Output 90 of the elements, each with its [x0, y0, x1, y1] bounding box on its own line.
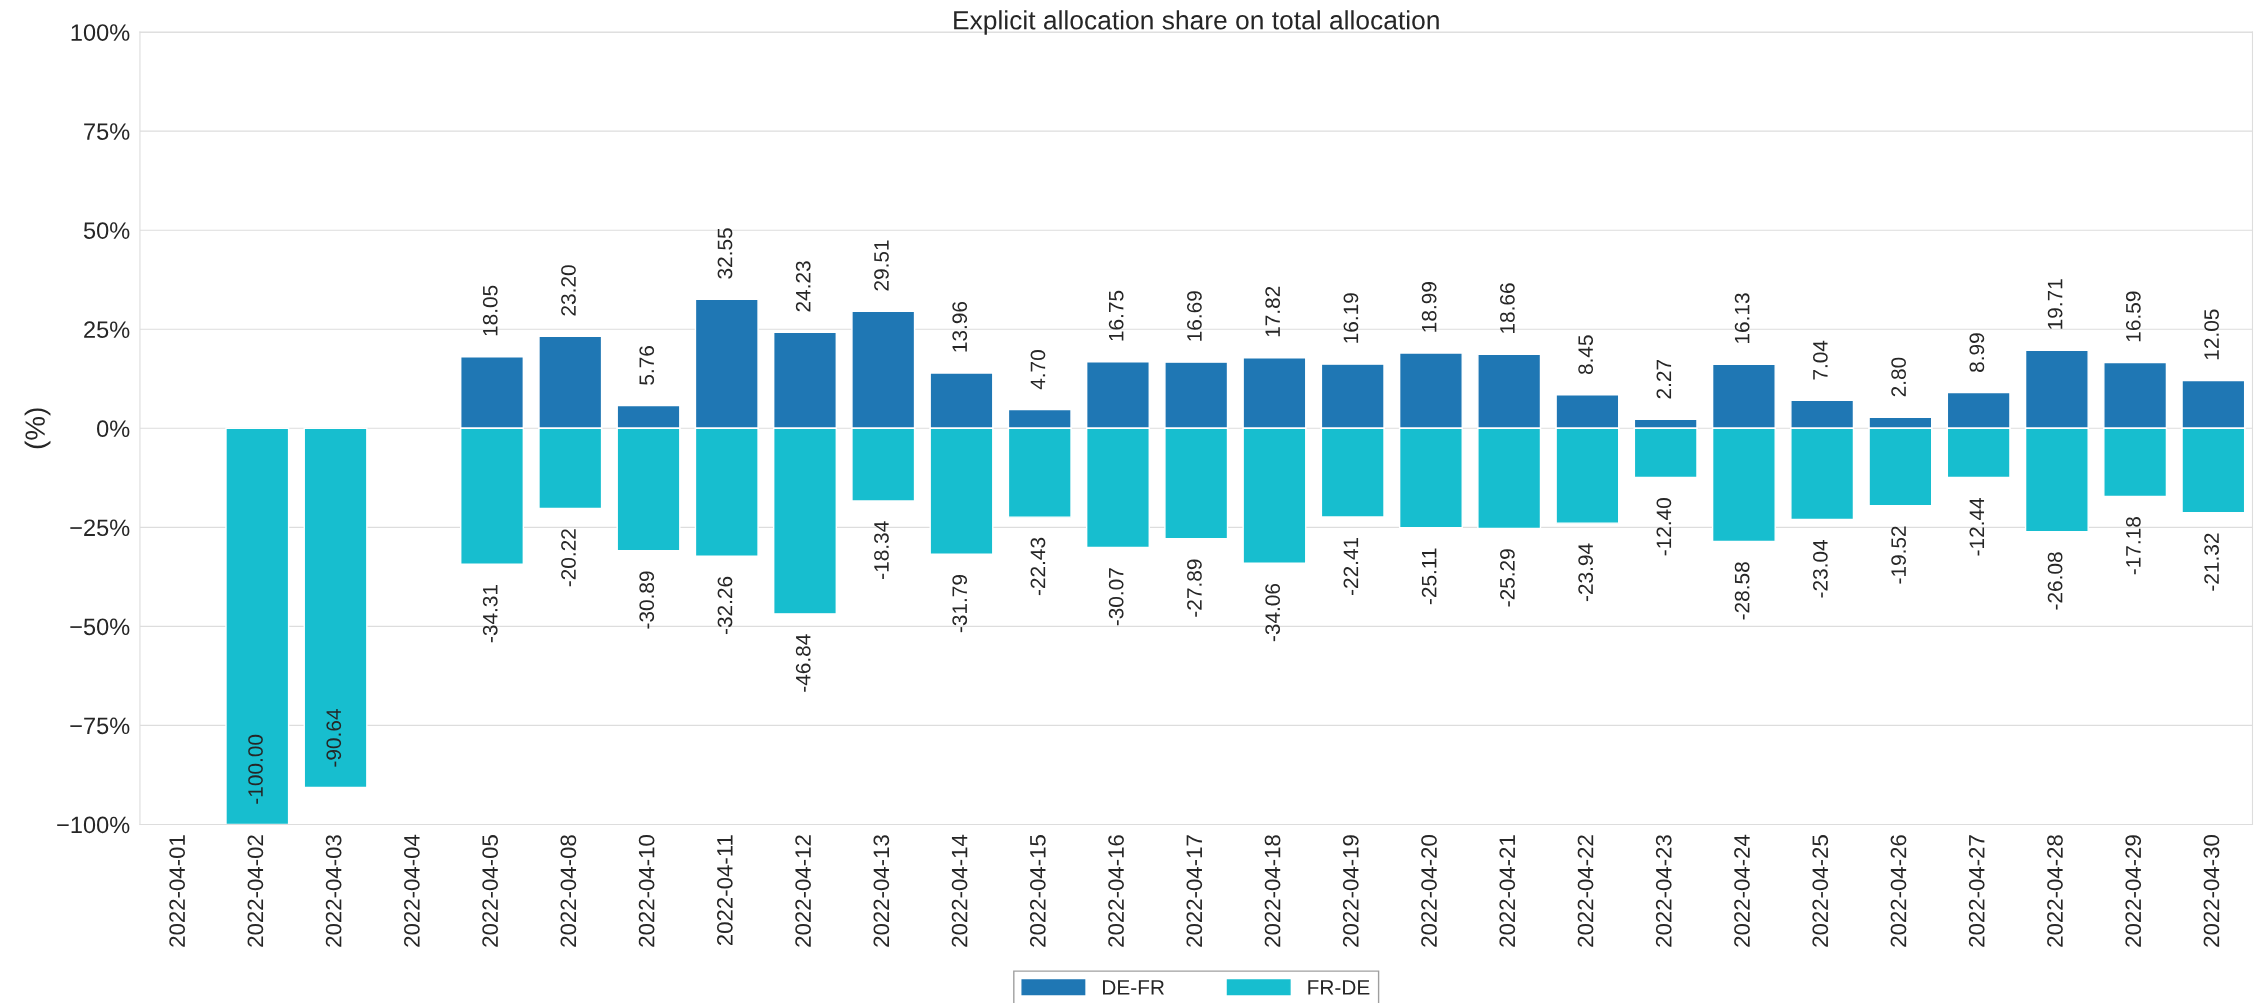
data-label: -90.64 [326, 709, 342, 767]
y-tick-label: 75% [84, 123, 130, 140]
data-label: -17.18 [2125, 517, 2141, 575]
data-label: -23.94 [1578, 543, 1594, 602]
data-label: 18.05 [482, 285, 498, 336]
x-tick-label: 2022-04-05 [482, 835, 498, 947]
data-label: -31.79 [952, 575, 968, 633]
y-tick-label: 25% [84, 321, 130, 339]
data-label: -100.00 [248, 734, 263, 804]
data-label: -34.31 [482, 585, 498, 643]
data-label: 7.04 [1812, 340, 1828, 380]
x-tick-label: 2022-04-27 [1968, 835, 1985, 947]
data-label: -25.29 [1500, 549, 1515, 607]
x-tick-label: 2022-04-13 [873, 835, 890, 947]
data-label: 8.99 [1969, 333, 1985, 372]
data-label: 2.80 [1891, 357, 1906, 397]
x-tick-label: 2022-04-02 [247, 835, 264, 947]
x-tick-label: 2022-04-24 [1734, 834, 1750, 947]
x-tick-label: 2022-04-12 [795, 835, 811, 947]
x-tick-label: 2022-04-04 [404, 834, 420, 947]
x-tick-label: 2022-04-19 [1342, 835, 1359, 947]
data-label: 24.23 [795, 261, 811, 312]
legend-label: FR-DE [1308, 980, 1370, 995]
data-label: -25.11 [1421, 548, 1437, 605]
data-label: 2.27 [1656, 359, 1672, 399]
data-label: 32.55 [717, 228, 733, 279]
y-tick-label: 100% [71, 24, 130, 41]
data-label: -26.08 [2047, 552, 2063, 610]
data-label: 5.76 [639, 346, 655, 385]
y-tick-label: 0% [97, 420, 130, 438]
data-label: -20.22 [561, 529, 576, 587]
data-label: -22.43 [1030, 537, 1046, 596]
data-label: -32.26 [717, 576, 733, 635]
data-label: 16.19 [1343, 293, 1359, 343]
data-label: 4.70 [1030, 350, 1046, 390]
chart-title: Explicit allocation share on total allocation [954, 10, 1439, 35]
x-tick-label: 2022-04-08 [560, 835, 577, 947]
x-tick-label: 2022-04-16 [1108, 835, 1124, 947]
data-label: 12.05 [2204, 309, 2219, 360]
data-label: 18.99 [1421, 282, 1437, 332]
data-label: -18.34 [874, 521, 889, 579]
data-label: -34.06 [1265, 583, 1281, 642]
x-tick-label: 2022-04-17 [1186, 835, 1203, 947]
data-label: -46.84 [795, 634, 811, 692]
y-tick-label: −25% [70, 519, 130, 537]
data-label: 16.69 [1187, 291, 1202, 341]
data-label: -30.89 [639, 571, 655, 629]
bar [225, 427, 290, 825]
data-label: 17.82 [1265, 286, 1281, 337]
x-tick-label: 2022-04-01 [169, 835, 186, 947]
x-tick-label: 2022-04-11 [716, 835, 733, 946]
legend-label: DE-FR [1103, 980, 1164, 995]
data-label: -22.41 [1343, 537, 1359, 596]
x-tick-label: 2022-04-21 [1499, 835, 1516, 947]
x-tick-label: 2022-04-29 [2125, 835, 2142, 947]
data-label: -21.32 [2204, 533, 2219, 591]
data-label: 8.45 [1578, 335, 1594, 375]
data-label: -27.89 [1187, 559, 1202, 617]
y-tick-label: −50% [70, 618, 130, 636]
data-label: -23.04 [1812, 539, 1828, 598]
data-label: -12.44 [1969, 497, 1985, 556]
data-label: -30.07 [1108, 568, 1124, 626]
data-label: 29.51 [874, 240, 889, 291]
data-label: -12.40 [1656, 498, 1672, 556]
y-tick-label: −100% [57, 816, 130, 834]
data-label: 16.13 [1734, 293, 1750, 343]
y-tick-label: −75% [70, 717, 130, 735]
x-tick-label: 2022-04-23 [1655, 835, 1672, 947]
y-axis-title: (%) [24, 408, 51, 449]
x-tick-label: 2022-04-15 [1029, 835, 1046, 947]
data-label: 13.96 [952, 301, 968, 352]
x-tick-label: 2022-04-14 [951, 834, 968, 947]
x-tick-label: 2022-04-28 [2047, 835, 2063, 947]
x-tick-label: 2022-04-10 [638, 835, 655, 947]
x-tick-label: 2022-04-22 [1577, 835, 1594, 947]
x-tick-label: 2022-04-20 [1421, 835, 1437, 947]
data-label: 18.66 [1500, 283, 1515, 333]
data-label: -28.58 [1734, 562, 1750, 620]
x-tick-label: 2022-04-26 [1890, 835, 1907, 947]
bar [303, 427, 368, 789]
data-label: 23.20 [561, 265, 576, 316]
data-label: 16.59 [2125, 291, 2141, 342]
data-label: -19.52 [1891, 526, 1906, 584]
x-tick-label: 2022-04-25 [1812, 835, 1829, 947]
x-tick-label: 2022-04-30 [2203, 835, 2220, 947]
data-label: 19.71 [2047, 279, 2063, 329]
x-tick-label: 2022-04-03 [325, 835, 342, 947]
x-tick-label: 2022-04-18 [1264, 835, 1281, 947]
data-label: 16.75 [1108, 290, 1124, 341]
y-tick-label: 50% [83, 222, 130, 239]
